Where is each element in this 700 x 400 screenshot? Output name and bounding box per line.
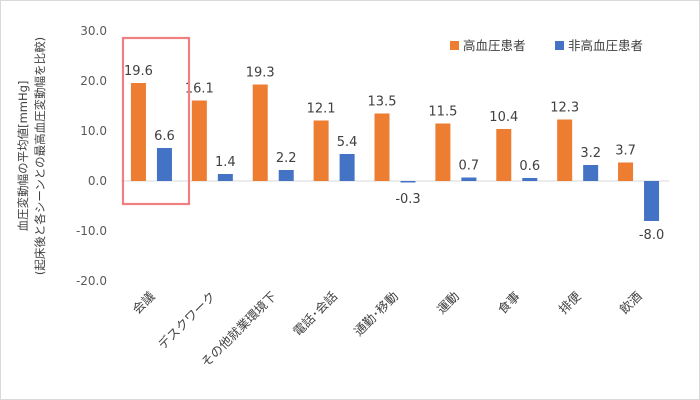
y-axis-title-line: (起床後と各シーンとの最高血圧変動幅を比較): [33, 37, 47, 275]
bar-non-hypertensive: [583, 165, 599, 181]
y-tick-label: -20.0: [76, 274, 107, 288]
data-label: 19.6: [124, 64, 153, 79]
bar-non-hypertensive: [278, 170, 294, 181]
bar-hypertensive: [313, 120, 329, 181]
bar-hypertensive: [252, 84, 268, 181]
data-label: 19.3: [246, 66, 275, 81]
category-label: 食事: [495, 289, 523, 317]
bar-hypertensive: [130, 83, 146, 181]
category-label: 排便: [555, 288, 584, 317]
bar-hypertensive: [496, 129, 512, 181]
bar-hypertensive: [191, 100, 207, 181]
legend-swatch: [555, 41, 564, 50]
bar-non-hypertensive: [217, 174, 233, 181]
bar-non-hypertensive: [461, 177, 477, 181]
legend-label: 非高血圧患者: [568, 38, 643, 53]
category-label: デスクワーク: [155, 289, 219, 353]
legend: 高血圧患者 非高血圧患者: [450, 38, 643, 53]
bar-hypertensive: [618, 162, 634, 181]
y-tick-label: 0.0: [88, 174, 107, 188]
category-label: 運動: [434, 289, 462, 317]
bar-hypertensive: [374, 113, 390, 181]
bar-non-hypertensive: [400, 181, 416, 183]
y-tick-label: 20.0: [80, 74, 107, 88]
y-tick-label: -10.0: [76, 224, 107, 238]
bar-non-hypertensive: [156, 148, 172, 181]
data-label: 2.2: [276, 151, 297, 166]
y-tick-label: 30.0: [80, 24, 107, 38]
data-labels: 19.6 16.1 19.3 12.1 13.5 11.5 10.4 12.3 3.7 6.6 1.…: [124, 64, 664, 243]
bar-non-hypertensive: [644, 181, 660, 221]
data-label: 0.6: [519, 159, 540, 174]
highlight-rectangle: [121, 36, 191, 206]
bars: [130, 83, 660, 221]
bar-hypertensive: [435, 123, 451, 181]
data-label: 13.5: [368, 95, 397, 110]
category-label: 飲酒: [616, 289, 644, 317]
data-label: 16.1: [185, 82, 214, 97]
highlight-box: [121, 36, 191, 206]
bar-non-hypertensive: [522, 178, 538, 181]
y-axis-title: 血圧変動幅の平均値[mmHg] (起床後と各シーンとの最高血圧変動幅を比較): [16, 37, 47, 275]
legend-label: 高血圧患者: [463, 38, 526, 53]
category-label: 会議: [129, 288, 158, 317]
data-label: 10.4: [489, 110, 518, 125]
data-label: 6.6: [154, 129, 175, 144]
data-label: 3.2: [580, 146, 601, 161]
data-label: 12.3: [550, 101, 579, 116]
bar-non-hypertensive: [339, 154, 355, 181]
data-label: 5.4: [337, 135, 358, 150]
y-axis-ticks: 30.0 20.0 10.0 0.0 -10.0 -20.0: [76, 24, 107, 288]
data-label: 11.5: [428, 105, 457, 120]
category-label: 通勤･移動: [351, 289, 401, 339]
legend-swatch: [450, 41, 459, 50]
category-label: 電話･会話: [290, 289, 340, 339]
data-label: 0.7: [459, 159, 480, 174]
data-label: -0.3: [395, 192, 420, 207]
data-label: -8.0: [639, 228, 664, 243]
y-axis-title-line: 血圧変動幅の平均値[mmHg]: [16, 81, 30, 232]
data-label: 1.4: [215, 155, 236, 170]
bar-hypertensive: [557, 119, 573, 181]
data-label: 12.1: [307, 102, 336, 117]
data-label: 3.7: [615, 144, 636, 159]
y-tick-label: 10.0: [80, 124, 107, 138]
